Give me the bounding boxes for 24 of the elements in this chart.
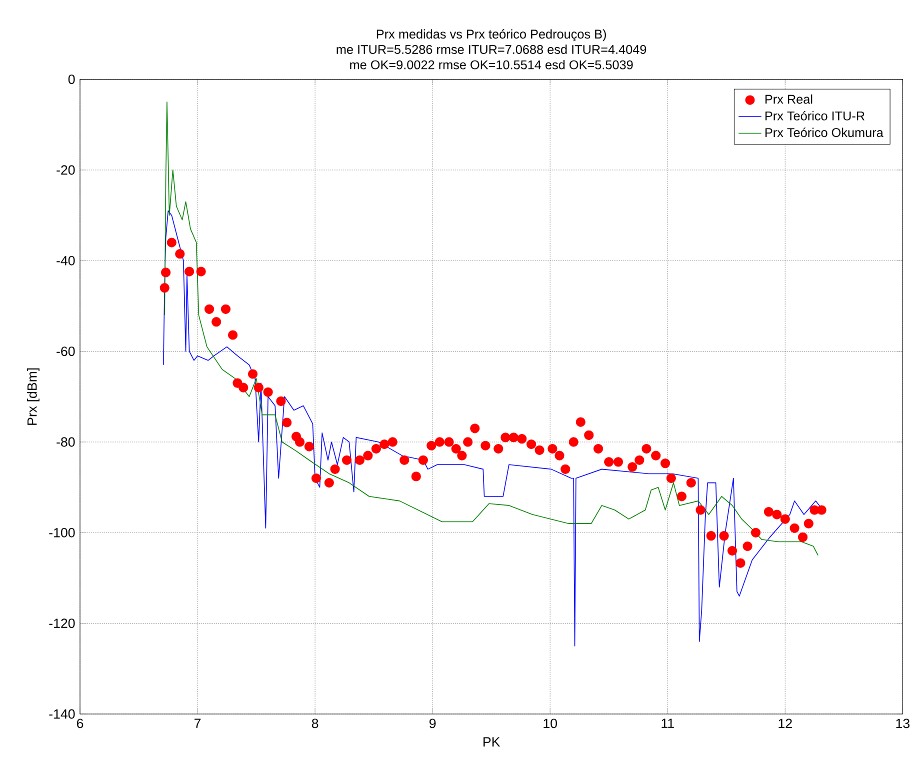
x-tick-label: 9 xyxy=(429,718,436,728)
y-tick-label: -40 xyxy=(56,256,75,266)
y-tick-label: -140 xyxy=(49,709,75,719)
legend-label: Prx Teórico Okumura xyxy=(765,128,884,138)
x-tick-label: 13 xyxy=(896,718,910,728)
x-tick-label: 7 xyxy=(194,718,201,728)
x-tick-label: 8 xyxy=(312,718,318,728)
x-axis-title: PK xyxy=(484,737,500,746)
chart-title: Prx medidas vs Prx teórico Pedrouços B) xyxy=(376,29,606,42)
text: me OK=9.0022 rmse OK=10.5514 esd OK=5.5039 xyxy=(350,60,633,70)
y-tick-label: -100 xyxy=(49,528,75,538)
x-tick-label: 6 xyxy=(76,718,84,728)
y-tick-label: -60 xyxy=(56,346,75,356)
x-tick-label: 11 xyxy=(662,718,674,728)
y-tick-label: 0 xyxy=(68,74,75,84)
legend-label: Prx Teórico ITU-R xyxy=(765,110,864,120)
legend-label: Prx Real xyxy=(765,94,812,104)
chart-subtitle: me ITUR=5.5286 rmse ITUR=7.0688 esd ITUR=4.4049 xyxy=(336,44,646,54)
y-axis-title: Prx [dBm] xyxy=(27,368,40,425)
x-tick-label: 12 xyxy=(778,718,792,728)
y-tick-label: -80 xyxy=(56,437,75,447)
y-tick-label: -20 xyxy=(56,165,75,175)
x-tick-label: 10 xyxy=(544,718,557,728)
y-tick-label: -120 xyxy=(49,618,75,628)
